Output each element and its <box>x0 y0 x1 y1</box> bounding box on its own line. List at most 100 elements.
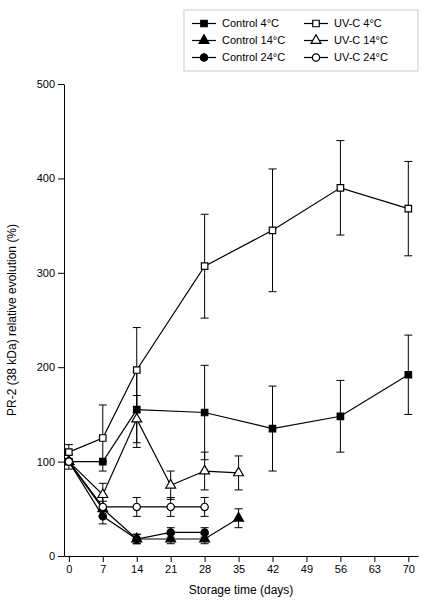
error-bar-cap <box>167 471 175 472</box>
x-tick-mark <box>408 556 409 562</box>
x-tick-label: 0 <box>66 563 72 575</box>
point-marker <box>65 458 72 465</box>
legend: Control 4°CUV-C 4°CControl 14°CUV-C 14°C… <box>184 10 418 71</box>
error-bar <box>201 452 209 490</box>
error-bar-cap <box>99 523 107 524</box>
error-bar-cap <box>269 471 277 472</box>
point-marker <box>99 503 106 510</box>
legend-swatch-marker <box>200 54 207 61</box>
error-bar-cap <box>336 235 344 236</box>
point-marker <box>64 456 74 465</box>
point-marker <box>201 529 208 536</box>
series <box>65 458 209 544</box>
error-bar <box>269 169 277 292</box>
y-tick: 300 <box>37 267 64 279</box>
legend-label: UV-C 24°C <box>334 51 388 63</box>
point-marker <box>200 465 210 474</box>
error-bar <box>167 497 175 516</box>
error-bar-cap <box>167 527 175 528</box>
error-bar <box>201 214 209 318</box>
y-tick-label: 200 <box>37 361 55 373</box>
error-bar-cap <box>404 161 412 162</box>
x-tick: 0 <box>66 556 72 575</box>
series <box>64 396 243 506</box>
y-tick: 200 <box>37 361 64 373</box>
y-tick-label: 0 <box>49 550 55 562</box>
error-bar-cap <box>99 483 107 484</box>
point-marker <box>133 367 139 373</box>
series-line <box>69 419 239 495</box>
error-bar <box>336 141 344 235</box>
error-bar-cap <box>235 455 243 456</box>
legend-item: Control 4°C <box>192 17 279 29</box>
point-marker <box>133 503 140 510</box>
error-bar <box>99 405 107 471</box>
y-tick-mark <box>58 178 64 179</box>
legend-label: Control 4°C <box>222 17 279 29</box>
error-bar <box>235 509 243 528</box>
x-axis-line <box>65 556 419 557</box>
y-tick-mark <box>58 462 64 463</box>
y-tick-label: 100 <box>37 456 55 468</box>
x-tick: 42 <box>267 556 279 575</box>
legend-label: Control 24°C <box>222 51 285 63</box>
point-marker <box>167 529 174 536</box>
error-bar-cap <box>404 335 412 336</box>
x-tick-label: 56 <box>335 563 347 575</box>
point-marker <box>405 205 411 211</box>
x-tick-label: 21 <box>165 563 177 575</box>
error-bar-cap <box>404 255 412 256</box>
x-tick: 70 <box>403 556 415 575</box>
error-bar-cap <box>235 527 243 528</box>
error-bar-cap <box>201 543 209 544</box>
error-bar-cap <box>65 444 73 445</box>
y-tick: 500 <box>37 78 64 90</box>
x-tick: 63 <box>369 556 381 575</box>
error-bar-cap <box>336 380 344 381</box>
point-marker <box>234 513 244 522</box>
x-tick-mark <box>306 556 307 562</box>
error-bar-cap <box>133 516 141 517</box>
x-tick-label: 28 <box>199 563 211 575</box>
x-tick-label: 42 <box>267 563 279 575</box>
x-tick-mark <box>205 556 206 562</box>
y-tick-label: 300 <box>37 267 55 279</box>
error-bar-cap <box>201 214 209 215</box>
error-bar <box>133 396 141 443</box>
point-marker <box>269 425 275 431</box>
series-line <box>69 462 239 539</box>
y-tick-label: 400 <box>37 172 55 184</box>
x-tick: 7 <box>100 556 106 575</box>
series <box>65 335 412 471</box>
point-marker <box>132 533 142 542</box>
x-tick: 14 <box>131 556 143 575</box>
error-bar-cap <box>65 469 73 470</box>
point-marker <box>98 489 108 498</box>
x-tick-label: 49 <box>301 563 313 575</box>
legend-swatch-marker <box>313 20 319 26</box>
x-tick-mark <box>69 556 70 562</box>
error-bar-cap <box>167 543 175 544</box>
error-bar-cap <box>201 318 209 319</box>
y-axis-title: PR-2 (38 kDa) relative evolution (%) <box>5 224 19 416</box>
error-bar-cap <box>99 497 107 498</box>
y-tick: 100 <box>37 456 64 468</box>
error-bar <box>133 534 141 543</box>
x-tick-mark <box>171 556 172 562</box>
chart: 071421283542495663700100200300400500Stor… <box>0 0 438 606</box>
error-bar <box>167 528 175 537</box>
error-bar-cap <box>167 497 175 498</box>
point-marker <box>64 456 74 465</box>
point-marker <box>337 185 343 191</box>
point-marker <box>166 480 176 489</box>
error-bar <box>235 456 243 490</box>
legend-label: UV-C 14°C <box>334 34 388 46</box>
y-tick-mark <box>58 556 64 557</box>
error-bar <box>133 497 141 516</box>
x-axis: 07142128354249566370 <box>65 556 419 575</box>
x-tick: 28 <box>199 556 211 575</box>
legend-label: UV-C 4°C <box>334 17 382 29</box>
legend-frame <box>184 10 418 71</box>
point-marker <box>66 458 72 464</box>
y-axis: 0 100 200 300 400 500 <box>37 78 65 562</box>
